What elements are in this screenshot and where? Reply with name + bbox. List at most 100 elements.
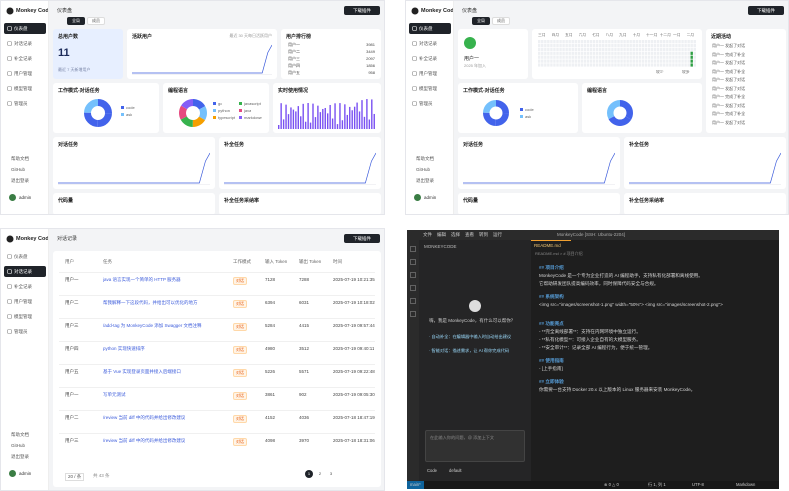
- column-header: 任务: [103, 259, 112, 264]
- nav-item[interactable]: 模型管理: [4, 83, 46, 94]
- nav-item[interactable]: 管理员: [409, 98, 451, 109]
- heatmap-cell: [678, 63, 681, 67]
- donut-segment: [84, 99, 112, 127]
- chat-input: 在此输入你的问题，@ 添加上下文: [425, 430, 525, 462]
- footer-link[interactable]: 退出登录: [416, 178, 434, 183]
- download-button[interactable]: 下载插件: [748, 6, 784, 15]
- task-link[interactable]: java 语言实现一个简单的 HTTP 服务器: [103, 277, 181, 282]
- nav-item[interactable]: 用户管理: [4, 296, 46, 307]
- status-item[interactable]: 行 1, 列 1: [648, 482, 666, 487]
- heatmap-cell: [538, 63, 541, 67]
- nav-item[interactable]: 仪表盘: [4, 251, 46, 262]
- nav-item[interactable]: 模型管理: [4, 311, 46, 322]
- heatmap-cell: [556, 40, 559, 44]
- footer-link[interactable]: 退出登录: [11, 454, 29, 459]
- tab[interactable]: 成员: [492, 17, 510, 25]
- heatmap-cell: [650, 40, 654, 44]
- nav-item[interactable]: 补全记录: [4, 281, 46, 292]
- heatmap-cell: [626, 47, 629, 51]
- heatmap-cell: [693, 43, 696, 48]
- task-link[interactable]: /review 当前 diff 中的代码并给出修改建议: [103, 438, 186, 443]
- editor-breadcrumb: README.md > # 项目介绍: [535, 251, 583, 256]
- activity-bar: [329, 104, 331, 129]
- heatmap-cell: [565, 63, 568, 67]
- status-item[interactable]: ⊗ 0 △ 0: [604, 482, 619, 487]
- nav-item[interactable]: 用户管理: [4, 68, 46, 79]
- menu-item[interactable]: 查看: [465, 232, 474, 237]
- model-select[interactable]: default: [449, 468, 462, 473]
- menu-item[interactable]: 转到: [479, 232, 488, 237]
- heatmap-cell: [653, 55, 657, 59]
- nav-item[interactable]: 对话记录: [409, 38, 451, 49]
- page-size[interactable]: 20 / 条: [65, 473, 85, 481]
- heatmap-cell: [556, 63, 559, 67]
- activity-icon-shape: [410, 259, 416, 265]
- heatmap-cell: [663, 55, 666, 59]
- page-button[interactable]: 3: [327, 470, 335, 478]
- trend-line: [132, 44, 272, 74]
- nav-item[interactable]: 仪表盘: [4, 23, 46, 34]
- footer-link[interactable]: GitHub: [416, 167, 431, 172]
- donut-segment: [179, 99, 207, 127]
- heatmap-cell: [629, 43, 632, 48]
- menu-item[interactable]: 运行: [493, 232, 502, 237]
- tab[interactable]: 成员: [87, 17, 105, 25]
- download-button[interactable]: 下载插件: [344, 234, 380, 243]
- nav-item[interactable]: 补全记录: [4, 53, 46, 64]
- status-item[interactable]: Markdown: [736, 482, 756, 487]
- nav-item[interactable]: 对话记录: [4, 38, 46, 49]
- task-link[interactable]: python 实现快速排序: [103, 346, 145, 351]
- nav-item[interactable]: 对话记录: [4, 266, 46, 277]
- heatmap-cell: [541, 59, 544, 63]
- menu-item[interactable]: 选择: [451, 232, 460, 237]
- tab[interactable]: 全局: [67, 17, 85, 25]
- task-link[interactable]: 基于 Vue 实现登录页面并接入后端接口: [103, 369, 181, 374]
- page-button[interactable]: 2: [316, 470, 324, 478]
- heatmap-cell: [672, 59, 675, 63]
- page-button[interactable]: 1: [305, 470, 313, 478]
- heatmap-cell: [565, 43, 568, 48]
- activity-bar: [319, 112, 322, 129]
- nav-item[interactable]: 补全记录: [409, 53, 451, 64]
- cell: 用户五: [65, 369, 79, 374]
- menu-item[interactable]: 编辑: [437, 232, 446, 237]
- nav-item[interactable]: 模型管理: [409, 83, 451, 94]
- nav-item[interactable]: 管理员: [4, 98, 46, 109]
- heatmap-cell: [568, 40, 571, 44]
- task-link[interactable]: /add-tag 为 MonkeyCode 添加 Swagger 文档注释: [103, 323, 202, 328]
- nav-label: 对话记录: [419, 41, 437, 46]
- card-title: 工作模式-对话任务: [463, 88, 505, 94]
- footer-link[interactable]: 帮助文档: [11, 432, 29, 437]
- task-link[interactable]: 帮我解释一下这段代码，并给出可以优化的地方: [103, 300, 198, 305]
- heatmap-cell: [647, 40, 651, 44]
- menu-item[interactable]: 文件: [423, 232, 432, 237]
- footer-link[interactable]: 帮助文档: [416, 156, 434, 161]
- nav-item[interactable]: 管理员: [4, 326, 46, 337]
- footer-link[interactable]: 退出登录: [11, 178, 29, 183]
- task-link[interactable]: /review 当前 diff 中的代码并给出修改建议: [103, 415, 186, 420]
- heatmap-cell: [602, 47, 605, 51]
- status-item[interactable]: main*: [407, 481, 424, 489]
- footer-link[interactable]: GitHub: [11, 167, 26, 172]
- activity-item: 用户一 发起了对话: [712, 77, 746, 82]
- editor-tab[interactable]: README.md: [531, 240, 571, 249]
- heatmap-cell: [681, 47, 684, 51]
- download-button[interactable]: 下载插件: [344, 6, 380, 15]
- nav-item[interactable]: 用户管理: [409, 68, 451, 79]
- heatmap-cell: [614, 40, 617, 44]
- heatmap-cell: [602, 63, 605, 67]
- heatmap-cell: [635, 55, 638, 59]
- task-link[interactable]: 写单元测试: [103, 392, 126, 397]
- tab[interactable]: 全局: [472, 17, 490, 25]
- status-item[interactable]: UTF-8: [692, 482, 704, 487]
- code-line: - **完全离线部署**：支持在内网环境中独立运行。: [539, 329, 641, 334]
- nav-label: 用户管理: [14, 299, 32, 304]
- heatmap-cell: [547, 59, 550, 63]
- card-note: 最近 30 天每日活跃用户: [229, 33, 272, 38]
- nav-icon: [7, 41, 12, 46]
- legend-swatch-shape: [239, 109, 242, 112]
- footer-link[interactable]: GitHub: [11, 443, 26, 448]
- footer-link[interactable]: 帮助文档: [11, 156, 29, 161]
- mode-select[interactable]: Code: [427, 468, 438, 473]
- nav-item[interactable]: 仪表盘: [409, 23, 451, 34]
